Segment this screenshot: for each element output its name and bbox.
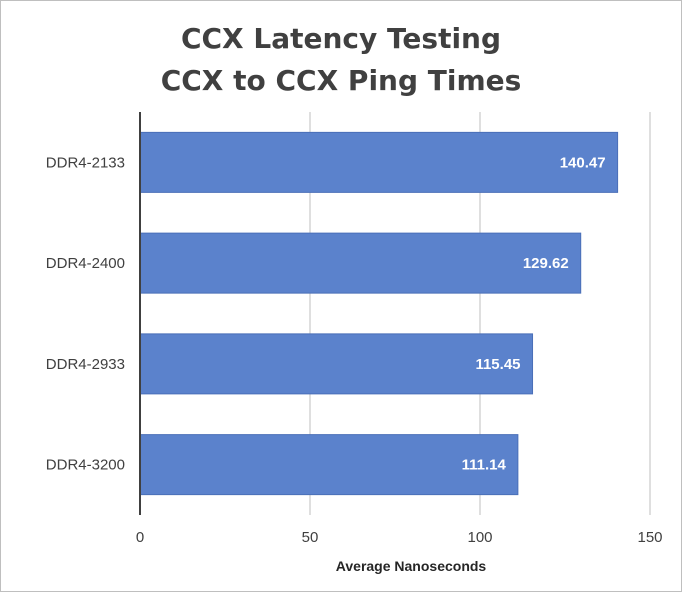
category-label: DDR4-3200 (46, 457, 125, 474)
chart-title-line-2: CCX to CCX Ping Times (160, 64, 522, 97)
bar (139, 232, 582, 294)
category-label: DDR4-2933 (46, 356, 125, 373)
x-tick-label: 100 (467, 529, 492, 546)
category-label: DDR4-2400 (46, 255, 125, 272)
bar (139, 131, 619, 193)
bar (139, 333, 534, 395)
bar-value-label: 129.62 (523, 255, 569, 272)
bar-value-label: 140.47 (560, 154, 606, 171)
chart-title-line-1: CCX Latency Testing (180, 22, 502, 55)
chart-title: CCX Latency Testing CCX to CCX Ping Time… (0, 18, 682, 102)
x-tick-label: 150 (637, 529, 662, 546)
x-axis-title: Average Nanoseconds (335, 558, 487, 574)
x-tick-label: 0 (136, 529, 144, 546)
bar-value-label: 111.14 (462, 457, 507, 474)
x-tick-label: 50 (302, 529, 319, 546)
bar (139, 434, 519, 496)
bar-value-label: 115.45 (475, 356, 520, 373)
category-label: DDR4-2133 (46, 154, 125, 171)
